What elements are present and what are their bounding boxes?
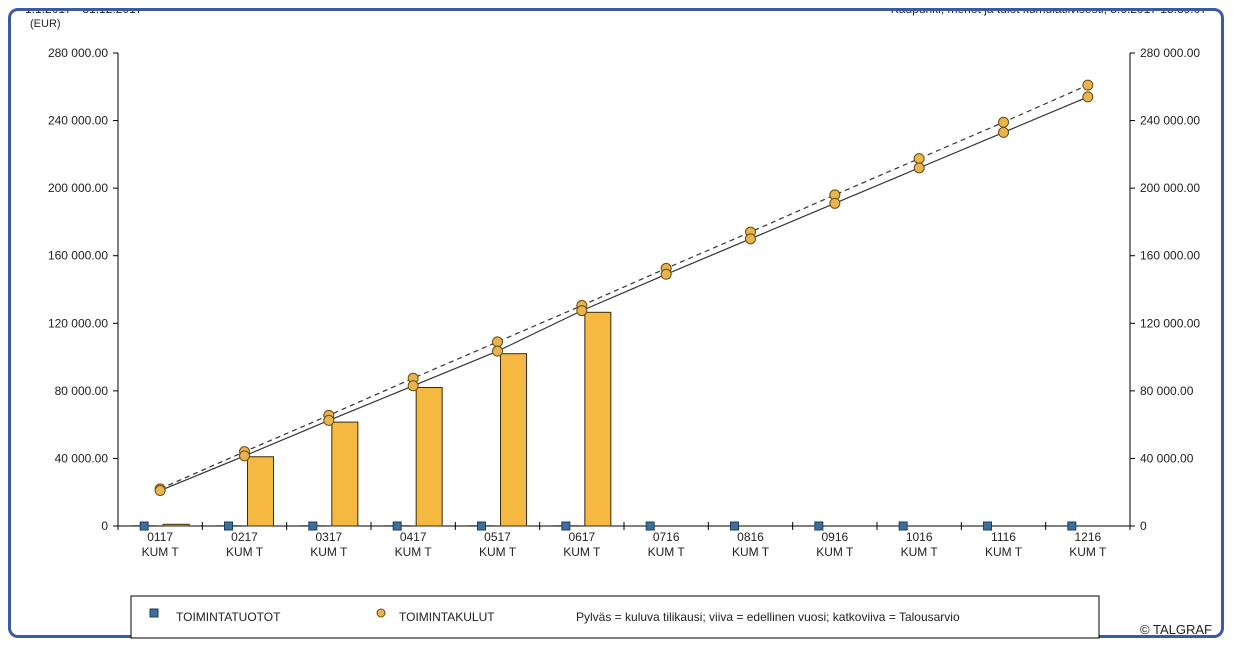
marker-toimintakulut-previous <box>323 414 335 426</box>
y-tick-label-left: 200 000.00 <box>48 181 108 195</box>
y-tick-label-left: 40 000.00 <box>55 451 109 465</box>
x-tick-label: 0317 <box>315 530 342 544</box>
x-tick-label: 0816 <box>737 530 764 544</box>
x-tick-label: KUM T <box>226 545 264 559</box>
x-tick-label: 0517 <box>484 530 511 544</box>
x-tick-label: KUM T <box>648 545 686 559</box>
marker-toimintakulut-budget <box>998 116 1009 128</box>
marker-toimintatuotot-previous <box>1067 521 1077 531</box>
x-tick-label: KUM T <box>985 545 1023 559</box>
y-tick-label-left: 80 000.00 <box>55 384 109 398</box>
x-tick-label: 0617 <box>568 530 595 544</box>
period-label: 1.1.2017 - 31.12.2017 <box>25 8 143 16</box>
bar-toimintakulut <box>584 311 612 527</box>
legend-note: Pylväs = kuluva tilikausi; viiva = edell… <box>576 610 960 624</box>
y-tick-label-right: 120 000.00 <box>1140 316 1200 330</box>
x-tick-label: KUM T <box>142 545 180 559</box>
x-tick-label: 1016 <box>906 530 933 544</box>
x-tick-label: 0716 <box>653 530 680 544</box>
y-tick-label-left: 120 000.00 <box>48 316 108 330</box>
bar-toimintakulut <box>415 386 443 527</box>
y-tick-label-right: 80 000.00 <box>1140 384 1194 398</box>
y-tick-label-right: 160 000.00 <box>1140 249 1200 263</box>
marker-toimintatuotot-previous <box>814 521 824 531</box>
marker-toimintatuotot-previous <box>139 521 149 531</box>
bar-toimintakulut <box>162 523 190 527</box>
marker-toimintakulut-previous <box>829 197 841 209</box>
marker-toimintatuotot-previous <box>730 521 739 531</box>
y-tick-label-right: 280 000.00 <box>1140 46 1200 60</box>
x-tick-label: 1216 <box>1074 530 1101 544</box>
legend-label-toimintakulut: TOIMINTAKULUT <box>399 610 495 624</box>
bar-toimintakulut <box>247 456 274 527</box>
x-tick-label: KUM T <box>1069 545 1107 559</box>
marker-toimintakulut-previous <box>660 268 672 280</box>
legend-box <box>130 595 1100 639</box>
line-toimintakulut-budget <box>159 84 1089 490</box>
marker-toimintakulut-previous <box>913 162 925 174</box>
marker-toimintatuotot-previous <box>561 521 571 531</box>
legend-label-toimintatuotot: TOIMINTATUOTOT <box>176 610 281 624</box>
marker-toimintakulut-previous <box>1082 91 1094 103</box>
y-tick-label-right: 40 000.00 <box>1140 451 1194 465</box>
marker-toimintakulut-previous <box>407 380 419 392</box>
y-tick-label-left: 280 000.00 <box>48 46 108 60</box>
x-tick-label: KUM T <box>816 545 854 559</box>
marker-toimintatuotot-previous <box>898 521 908 531</box>
marker-toimintatuotot-previous <box>477 521 486 531</box>
report-title: Kaupunki, menot ja tulot kumulatiivisest… <box>890 8 1207 16</box>
marker-toimintakulut-previous <box>239 450 250 462</box>
marker-toimintatuotot-previous <box>308 521 318 531</box>
marker-toimintakulut-previous <box>492 345 503 357</box>
x-tick-label: 1116 <box>991 530 1016 544</box>
marker-toimintakulut-previous <box>154 485 166 497</box>
x-tick-label: KUM T <box>901 545 939 559</box>
marker-toimintatuotot-previous <box>983 521 992 531</box>
marker-toimintakulut-budget <box>492 336 503 348</box>
line-toimintakulut-previous <box>159 96 1089 492</box>
y-tick-label-right: 240 000.00 <box>1140 114 1200 128</box>
x-tick-label: 0916 <box>821 530 848 544</box>
legend-marker-toimintakulut <box>376 608 386 618</box>
marker-toimintakulut-previous <box>576 305 588 317</box>
bar-toimintakulut <box>331 421 359 527</box>
y-tick-label-right: 0 <box>1140 519 1147 533</box>
marker-toimintatuotot-previous <box>392 521 402 531</box>
x-tick-label: KUM T <box>310 545 348 559</box>
x-tick-label: KUM T <box>395 545 433 559</box>
bar-toimintakulut <box>500 353 527 527</box>
y-tick-label-left: 0 <box>101 519 108 533</box>
marker-toimintatuotot-previous <box>645 521 655 531</box>
y-tick-label-left: 240 000.00 <box>48 114 108 128</box>
legend-marker-toimintatuotot <box>149 608 159 618</box>
x-tick-label: KUM T <box>479 545 517 559</box>
x-tick-label: 0117 <box>147 530 173 544</box>
x-tick-label: KUM T <box>732 545 770 559</box>
marker-toimintatuotot-previous <box>224 521 233 531</box>
y-axis-unit: (EUR) <box>30 18 61 30</box>
marker-toimintakulut-budget <box>1082 79 1094 91</box>
marker-toimintakulut-previous <box>998 126 1009 138</box>
y-tick-label-right: 200 000.00 <box>1140 181 1200 195</box>
x-tick-label: KUM T <box>563 545 601 559</box>
copyright-label: © TALGRAF <box>1140 622 1212 637</box>
x-tick-label: 0217 <box>231 530 258 544</box>
marker-toimintakulut-previous <box>745 233 756 245</box>
marker-toimintakulut-budget <box>913 153 925 165</box>
x-tick-label: 0417 <box>400 530 427 544</box>
y-tick-label-left: 160 000.00 <box>48 249 108 263</box>
